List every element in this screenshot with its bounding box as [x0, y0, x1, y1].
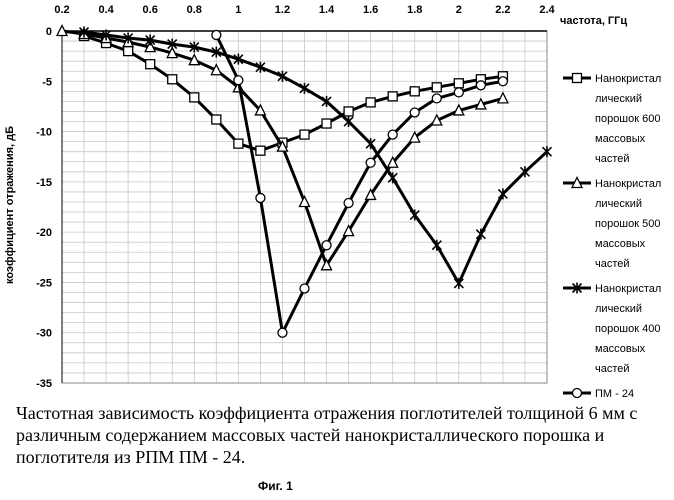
legend-item-3: Нанокристал лический порошок 400 массовых ча…: [563, 283, 661, 376]
star-marker-stroke: [388, 172, 397, 183]
figure-caption: Частотная зависимость коэффициента отраж…: [16, 402, 666, 468]
y-tick-label: -20: [36, 227, 52, 239]
legend-label-line: массовых: [595, 238, 646, 250]
x-tick-label: 0.8: [187, 4, 202, 16]
legend-label-line: порошок 400: [595, 323, 660, 335]
circle-marker: [432, 94, 441, 103]
circle-marker: [344, 198, 353, 207]
star-marker: [300, 83, 309, 94]
circle-marker: [278, 328, 287, 337]
star-marker-stroke: [498, 188, 507, 199]
y-tick-label: -25: [36, 277, 52, 289]
star-marker: [498, 188, 507, 199]
square-marker: [388, 92, 397, 101]
star-marker-stroke: [366, 138, 375, 149]
legend-label-line: ПМ - 24: [595, 388, 634, 400]
x-tick-label: 1: [235, 4, 241, 16]
y-tick-label: -35: [36, 378, 52, 390]
star-marker: [410, 210, 419, 221]
legend-item-1: Нанокристал лический порошок 600 массовых ча…: [563, 73, 661, 165]
series-4: [212, 31, 508, 338]
square-marker: [344, 107, 353, 116]
x-tick-label: 2: [456, 4, 462, 16]
square-marker: [410, 87, 419, 96]
star-marker: [476, 229, 485, 240]
star-marker-stroke: [300, 83, 309, 94]
y-tick-label: -5: [42, 76, 52, 88]
star-marker: [366, 138, 375, 149]
square-marker: [190, 93, 199, 102]
square-marker: [366, 98, 375, 107]
x-axis-label: частота, ГГц: [560, 15, 627, 27]
series-line: [84, 32, 547, 283]
star-marker-stroke: [410, 210, 419, 221]
legend-label-line: частей: [595, 363, 630, 375]
legend-item-2: Нанокристал лический порошок 500 массовых ча…: [563, 178, 661, 271]
x-tick-label: 2.2: [495, 4, 510, 16]
x-tick-label: 1.8: [407, 4, 422, 16]
legend-label-line: Нанокристал: [595, 73, 661, 85]
chart-ticks: 0.2 0.4 0.6 0.8 1 1.2 1.4 1.6 1.8 2 2.2 2.4 0 -5 -10 -1…: [36, 4, 555, 390]
star-marker: [432, 240, 441, 251]
series-1: [80, 32, 508, 156]
square-marker: [234, 139, 243, 148]
circle-marker: [573, 389, 582, 398]
legend-label-line: порошок 600: [595, 113, 660, 125]
star-marker: [454, 278, 463, 289]
circle-marker: [388, 130, 397, 139]
x-tick-label: 1.4: [319, 4, 335, 16]
y-tick-label: 0: [46, 26, 52, 38]
x-tick-label: 1.2: [275, 4, 290, 16]
square-marker: [432, 83, 441, 92]
circle-marker: [212, 31, 221, 40]
figure-label: Фиг. 1: [258, 479, 293, 493]
y-tick-label: -30: [36, 328, 52, 340]
square-marker: [124, 47, 133, 56]
y-tick-label: -15: [36, 177, 52, 189]
square-marker: [454, 79, 463, 88]
series-line: [84, 36, 503, 151]
legend-label-line: массовых: [595, 343, 646, 355]
legend-label-line: лический: [595, 93, 642, 105]
legend-label-line: порошок 500: [595, 218, 660, 230]
square-marker: [168, 75, 177, 84]
square-marker: [256, 146, 265, 155]
circle-marker: [234, 76, 243, 85]
star-marker-stroke: [432, 240, 441, 251]
legend-label-line: массовых: [595, 133, 646, 145]
triangle-marker: [300, 196, 310, 206]
square-marker: [146, 60, 155, 69]
x-tick-label: 0.6: [143, 4, 158, 16]
square-marker: [322, 119, 331, 128]
x-tick-label: 0.2: [54, 4, 69, 16]
circle-marker: [410, 108, 419, 117]
circle-marker: [322, 241, 331, 250]
star-marker: [388, 172, 397, 183]
circle-marker: [300, 284, 309, 293]
square-marker: [212, 115, 221, 124]
chart-legend: Нанокристал лический порошок 600 массовых ча…: [563, 73, 661, 400]
legend-label-line: Нанокристал: [595, 178, 661, 190]
legend-label-line: Нанокристал: [595, 283, 661, 295]
square-marker: [300, 130, 309, 139]
y-tick-label: -10: [36, 127, 52, 139]
circle-marker: [256, 193, 265, 202]
circle-marker: [476, 81, 485, 90]
y-axis-label: коэффициент отражения, дБ: [4, 126, 16, 284]
legend-item-4: ПМ - 24: [563, 388, 634, 400]
x-tick-label: 2.4: [539, 4, 555, 16]
square-marker: [573, 74, 582, 83]
x-tick-label: 1.6: [363, 4, 378, 16]
circle-marker: [366, 158, 375, 167]
legend-label-line: частей: [595, 153, 630, 165]
star-marker-stroke: [454, 278, 463, 289]
x-tick-label: 0.4: [98, 4, 114, 16]
circle-marker: [454, 88, 463, 97]
legend-label-line: лический: [595, 303, 642, 315]
star-marker-stroke: [476, 229, 485, 240]
legend-label-line: частей: [595, 258, 630, 270]
reflection-chart: 0.2 0.4 0.6 0.8 1 1.2 1.4 1.6 1.8 2 2.2 2.4 0 -5 -10 -1…: [0, 0, 674, 400]
circle-marker: [498, 77, 507, 86]
legend-label-line: лический: [595, 198, 642, 210]
